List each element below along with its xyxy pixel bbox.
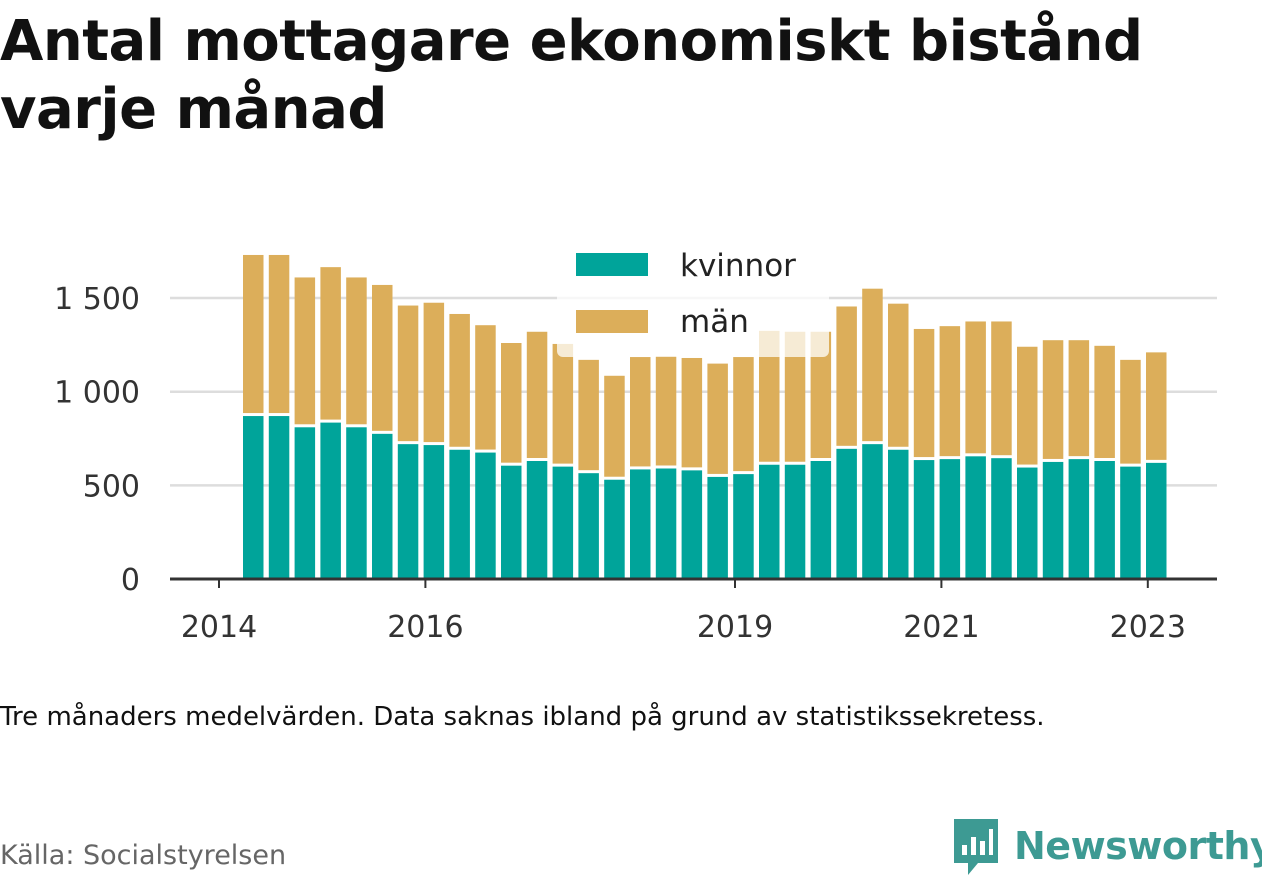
bars: [243, 254, 1167, 579]
bar-man: [939, 326, 961, 457]
bar-kvinnor: [836, 448, 857, 579]
bar-kvinnor: [423, 445, 445, 579]
bar-kvinnor: [862, 444, 883, 579]
bar-man: [1017, 346, 1038, 465]
bar-man: [1068, 340, 1090, 457]
bar-kvinnor: [913, 460, 935, 579]
bar-man: [1042, 340, 1064, 459]
y-tick-label: 1 500: [54, 282, 140, 317]
bar-kvinnor: [372, 433, 393, 579]
bar-man: [707, 363, 728, 474]
brand-logo[interactable]: Newsworthy: [950, 815, 1262, 877]
bar-man: [681, 357, 703, 468]
bar-kvinnor: [552, 466, 574, 579]
bar-kvinnor: [1094, 461, 1115, 579]
bar-kvinnor: [655, 468, 677, 579]
bar-kvinnor: [501, 465, 522, 579]
bar-kvinnor: [681, 470, 703, 579]
bar-man: [320, 267, 341, 420]
y-tick-label: 500: [83, 469, 140, 504]
bar-man: [888, 303, 909, 447]
legend: kvinnor män: [557, 244, 829, 357]
bar-kvinnor: [1068, 459, 1090, 579]
bar-kvinnor: [526, 461, 548, 579]
bar-man: [449, 313, 470, 447]
bar-man: [1146, 352, 1167, 460]
bar-man: [372, 284, 393, 431]
bar-man: [836, 306, 857, 446]
bar-man: [810, 331, 832, 459]
y-tick-label: 1 000: [54, 376, 140, 411]
bar-kvinnor: [1120, 466, 1141, 579]
bar-kvinnor: [810, 461, 832, 579]
x-tick-label: 2016: [387, 610, 463, 645]
bar-man: [552, 343, 574, 464]
bar-man: [501, 343, 522, 463]
x-tick-label: 2021: [903, 610, 979, 645]
x-tick-label: 2023: [1110, 610, 1186, 645]
bar-man: [475, 325, 496, 450]
x-tick-label: 2014: [181, 610, 257, 645]
axes: 0 500 1 000 1 500 2014 2016 2019 2021 2023: [54, 282, 1217, 645]
bar-man: [346, 277, 367, 425]
bar-kvinnor: [578, 473, 599, 579]
bar-kvinnor: [630, 469, 651, 579]
bar-man: [655, 356, 677, 466]
bar-kvinnor: [449, 449, 470, 579]
bar-kvinnor: [1146, 462, 1167, 579]
bar-man: [784, 331, 806, 462]
bar-kvinnor: [475, 452, 496, 579]
bar-kvinnor: [965, 456, 986, 579]
bar-kvinnor: [294, 427, 316, 579]
newsworthy-logo-icon: [954, 819, 998, 875]
bar-man: [604, 375, 625, 477]
bar-kvinnor: [1042, 461, 1064, 579]
brand-name: Newsworthy: [1014, 824, 1262, 868]
bar-kvinnor: [268, 416, 290, 579]
bar-kvinnor: [784, 464, 806, 579]
bar-man: [965, 321, 986, 454]
bar-man: [913, 328, 935, 458]
bar-man: [1120, 359, 1141, 464]
y-tick-label: 0: [121, 563, 140, 598]
bar-kvinnor: [733, 474, 754, 579]
bar-man: [862, 288, 883, 442]
bar-kvinnor: [939, 459, 961, 579]
bar-kvinnor: [707, 476, 728, 579]
bar-kvinnor: [320, 422, 341, 579]
stacked-bar-chart: 0 500 1 000 1 500 2014 2016 2019 2021 2023 kvinn…: [54, 244, 1217, 645]
legend-label-kvinnor: kvinnor: [680, 248, 796, 284]
x-tick-label: 2019: [697, 610, 773, 645]
bar-kvinnor: [1017, 467, 1038, 579]
bar-man: [1094, 345, 1115, 459]
bar-man: [294, 277, 316, 425]
bar-man: [526, 331, 548, 459]
legend-label-man: män: [680, 304, 749, 340]
bar-man: [630, 357, 651, 467]
source-label: Källa: Socialstyrelsen: [0, 840, 287, 871]
bar-kvinnor: [991, 458, 1012, 579]
bar-man: [268, 254, 290, 414]
bar-kvinnor: [604, 479, 625, 579]
legend-swatch-man: [576, 310, 648, 333]
bar-kvinnor: [397, 444, 419, 579]
bar-man: [578, 359, 599, 471]
legend-swatch-kvinnor: [576, 253, 648, 276]
bar-man: [759, 330, 780, 462]
bar-kvinnor: [346, 427, 367, 579]
bar-man: [423, 302, 445, 443]
bar-man: [397, 305, 419, 442]
chart-note: Tre månaders medelvärden. Data saknas ib…: [0, 702, 1045, 732]
bar-man: [733, 357, 754, 472]
bar-kvinnor: [759, 464, 780, 579]
chart-title: Antal mottagare ekonomiskt bistånd varje…: [0, 9, 1143, 142]
bar-kvinnor: [243, 416, 264, 579]
bar-kvinnor: [888, 449, 909, 579]
bar-man: [991, 321, 1012, 456]
bar-man: [243, 254, 264, 414]
